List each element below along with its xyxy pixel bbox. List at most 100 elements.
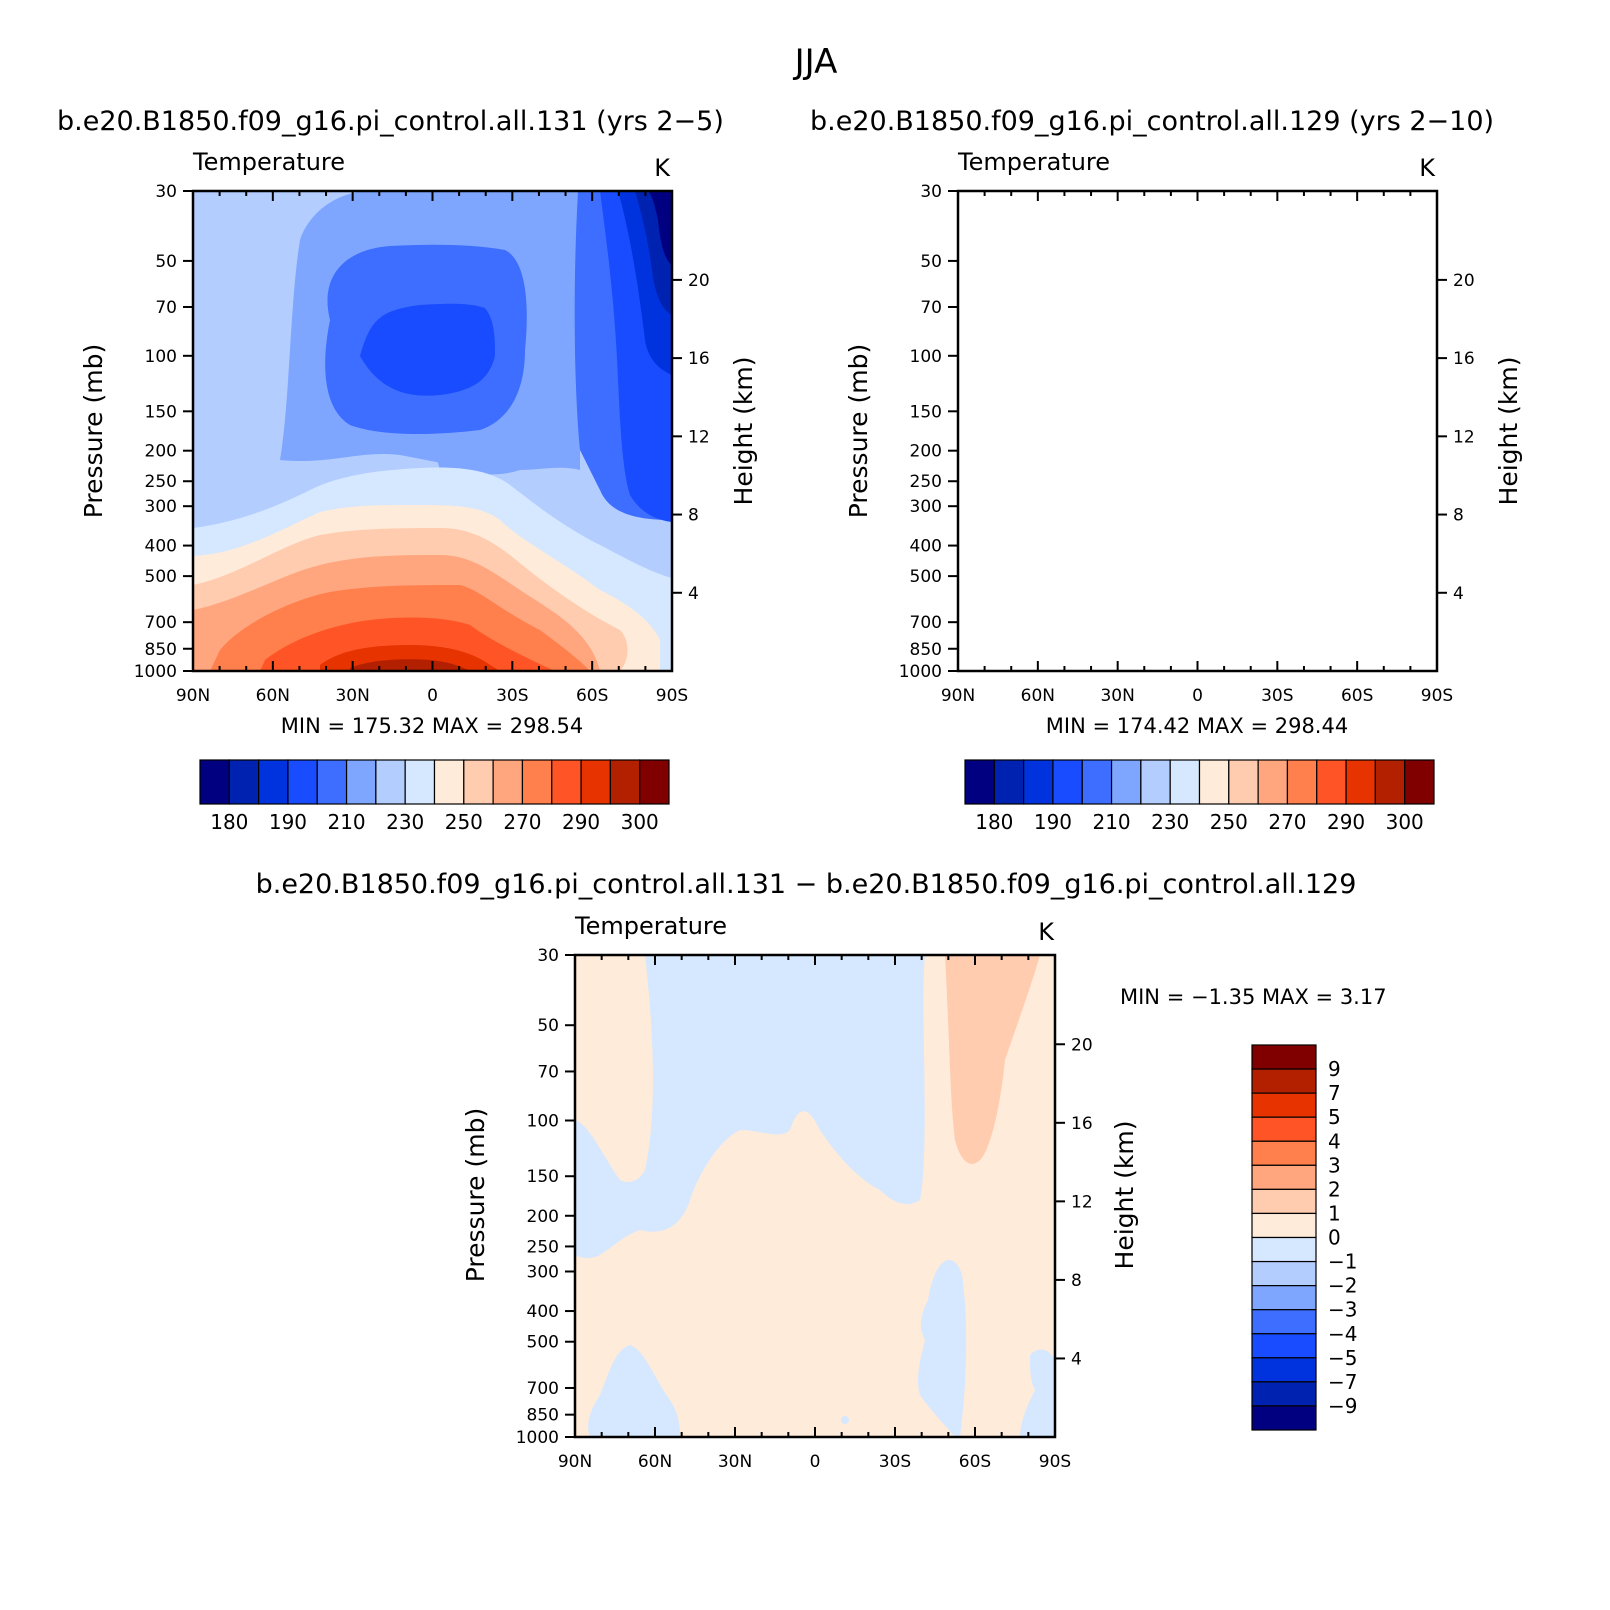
x-tick-label: 90N bbox=[941, 686, 975, 706]
colorbar-label: 210 bbox=[1092, 810, 1130, 834]
colorbar-label: 290 bbox=[1327, 810, 1365, 834]
y-tick-label: 100 bbox=[527, 1111, 559, 1131]
colorbar-box bbox=[609, 759, 641, 805]
y-tick-label: 500 bbox=[527, 1333, 559, 1353]
colorbar-box bbox=[1251, 1309, 1317, 1335]
colorbar-box bbox=[1251, 1116, 1317, 1142]
colorbar-box bbox=[1257, 759, 1289, 805]
y-tick-label: 300 bbox=[527, 1263, 559, 1283]
panel-right-title: b.e20.B1850.f09_g16.pi_control.all.129 (… bbox=[810, 106, 1494, 137]
contour-fill bbox=[958, 555, 1365, 671]
x-tick-label: 90S bbox=[656, 686, 688, 706]
colorbar-box bbox=[1251, 1164, 1317, 1190]
colorbar-box bbox=[492, 759, 524, 805]
contour-fill bbox=[958, 191, 1437, 671]
x-tick-label: 60S bbox=[1341, 686, 1373, 706]
colorbar-box bbox=[1251, 1068, 1317, 1094]
y2-tick-label: 4 bbox=[688, 584, 699, 604]
panel-diff-ylabel: Pressure (mb) bbox=[461, 1108, 490, 1282]
colorbar-label: 7 bbox=[1328, 1081, 1341, 1105]
contour-fill bbox=[1413, 191, 1437, 265]
y-tick-label: 300 bbox=[145, 497, 177, 517]
panel-right-units: K bbox=[1419, 154, 1436, 182]
y-tick-label: 70 bbox=[155, 298, 177, 318]
colorbar-label: 270 bbox=[503, 810, 541, 834]
contour-fill bbox=[958, 474, 1437, 671]
colorbar-box bbox=[1081, 759, 1113, 805]
colorbar-label: 5 bbox=[1328, 1105, 1341, 1129]
y2-tick-label: 4 bbox=[1071, 1349, 1082, 1369]
y2-tick-label: 16 bbox=[1453, 349, 1475, 369]
y-tick-label: 30 bbox=[155, 182, 177, 202]
colorbar-box bbox=[1345, 759, 1376, 805]
x-tick-label: 60S bbox=[959, 1452, 991, 1472]
colorbar-box bbox=[1251, 1333, 1317, 1359]
colorbar-label: 230 bbox=[386, 810, 424, 834]
contour-fill bbox=[945, 955, 1040, 1164]
colorbar-box bbox=[375, 759, 406, 805]
y-tick-label: 150 bbox=[527, 1167, 559, 1187]
panel-diff-contours bbox=[575, 955, 1055, 1437]
colorbar-label: 9 bbox=[1328, 1057, 1341, 1081]
panel-right-colorbar: 180 190 210 230 250 270 290 300 bbox=[964, 759, 1435, 834]
y2-tick-label: 8 bbox=[688, 506, 699, 526]
colorbar-box bbox=[404, 759, 436, 805]
panel-left-ylabel: Pressure (mb) bbox=[79, 344, 108, 518]
contour-fill bbox=[1115, 659, 1235, 671]
y2-tick-label: 16 bbox=[688, 349, 710, 369]
colorbar-box bbox=[1286, 759, 1318, 805]
colorbar-box bbox=[1251, 1405, 1317, 1431]
colorbar-label: 4 bbox=[1328, 1129, 1341, 1153]
y-tick-label: 500 bbox=[145, 567, 177, 587]
colorbar-box bbox=[1023, 759, 1054, 805]
contour-fill bbox=[1340, 191, 1437, 520]
x-tick-label: 0 bbox=[1192, 686, 1203, 706]
contour-fill bbox=[575, 955, 925, 1259]
contour-fill bbox=[975, 585, 1355, 671]
colorbar-box bbox=[1052, 759, 1083, 805]
y-tick-label: 850 bbox=[145, 640, 177, 660]
y-tick-label: 200 bbox=[145, 442, 177, 462]
colorbar-label: 270 bbox=[1268, 810, 1306, 834]
colorbar-label: 250 bbox=[445, 810, 483, 834]
panel-left-variable-label: Temperature bbox=[192, 148, 345, 176]
panel-right: b.e20.B1850.f09_g16.pi_control.all.129 (… bbox=[810, 106, 1523, 834]
colorbar-box bbox=[1228, 759, 1259, 805]
y-tick-label: 300 bbox=[910, 497, 942, 517]
panel-left-y2label: Height (km) bbox=[729, 357, 758, 506]
contour-fill bbox=[1125, 191, 1345, 474]
contour-fill bbox=[588, 1345, 680, 1437]
y-tick-label: 500 bbox=[910, 567, 942, 587]
colorbar-box bbox=[433, 759, 465, 805]
x-tick-label: 0 bbox=[810, 1452, 821, 1472]
colorbar-label: 190 bbox=[269, 810, 307, 834]
y-tick-label: 250 bbox=[527, 1237, 559, 1257]
y-tick-label: 100 bbox=[910, 347, 942, 367]
colorbar-box bbox=[1251, 1260, 1317, 1287]
y-tick-label: 200 bbox=[527, 1207, 559, 1227]
colorbar-box bbox=[1251, 1357, 1317, 1383]
contour-fill bbox=[1090, 245, 1292, 434]
contour-fill bbox=[1020, 1349, 1055, 1437]
colorbar-box bbox=[316, 759, 348, 805]
y2-tick-label: 20 bbox=[688, 271, 710, 291]
x-tick-label: 30N bbox=[335, 686, 369, 706]
panel-left: b.e20.B1850.f09_g16.pi_control.all.131 (… bbox=[57, 106, 758, 834]
panel-right-min-max: MIN = 174.42 MAX = 298.44 bbox=[1046, 714, 1348, 738]
contour-fill bbox=[1025, 618, 1320, 671]
x-tick-label: 90S bbox=[1039, 1452, 1071, 1472]
y2-tick-label: 12 bbox=[1071, 1192, 1093, 1212]
panel-diff: b.e20.B1850.f09_g16.pi_control.all.131 −… bbox=[256, 869, 1387, 1472]
colorbar-box bbox=[199, 759, 230, 805]
y-tick-label: 200 bbox=[910, 442, 942, 462]
panel-right-ylabel: Pressure (mb) bbox=[844, 344, 873, 518]
colorbar-label: 210 bbox=[327, 810, 365, 834]
panel-left-units: K bbox=[654, 154, 671, 182]
colorbar-label: 180 bbox=[210, 810, 248, 834]
colorbar-label: 230 bbox=[1151, 810, 1189, 834]
y-tick-label: 400 bbox=[527, 1302, 559, 1322]
x-tick-label: 60N bbox=[1021, 686, 1055, 706]
contour-fill bbox=[1085, 645, 1265, 671]
